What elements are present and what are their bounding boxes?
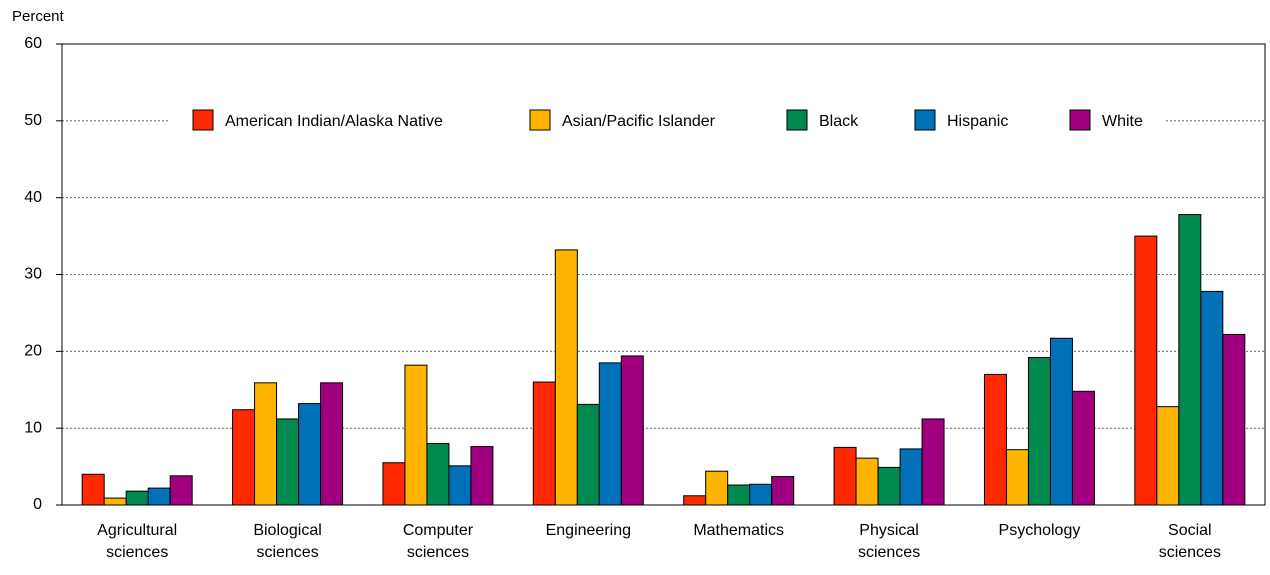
bar — [620, 355, 644, 506]
bar — [147, 487, 171, 506]
bar — [81, 473, 105, 506]
legend-background — [170, 105, 1165, 137]
bar — [855, 457, 879, 506]
legend-label: Hispanic — [947, 113, 1008, 130]
legend-label: White — [1102, 113, 1143, 130]
bar — [470, 446, 494, 506]
bar — [276, 418, 300, 506]
bar — [382, 462, 406, 506]
bar — [921, 418, 945, 506]
y-axis-label: Percent — [12, 8, 65, 25]
bar — [1005, 449, 1029, 506]
bar — [103, 497, 127, 506]
bar — [899, 448, 923, 506]
y-tick-label: 50 — [24, 112, 42, 129]
x-tick-label: Engineering — [546, 522, 631, 539]
legend-swatch — [914, 109, 936, 131]
bar — [1027, 356, 1051, 506]
bar — [232, 409, 256, 506]
y-tick-label: 60 — [24, 35, 42, 52]
plot-frame — [61, 43, 1266, 506]
x-tick-label: Agricultural sciences — [97, 522, 177, 561]
bar — [1071, 390, 1095, 506]
legend-swatch — [786, 109, 808, 131]
y-tick-label: 20 — [24, 343, 42, 360]
legend-label: American Indian/Alaska Native — [225, 113, 443, 130]
bar — [1134, 235, 1158, 506]
bar — [554, 249, 578, 506]
bar — [404, 364, 428, 506]
bar — [254, 382, 278, 506]
x-tick-label: Physical sciences — [858, 522, 920, 561]
y-tick-label: 0 — [33, 496, 42, 513]
bar — [576, 403, 600, 506]
x-tick-label: Biological sciences — [253, 522, 321, 561]
x-tick-label: Social sciences — [1159, 522, 1221, 561]
bar — [1178, 214, 1202, 506]
legend-swatch — [1069, 109, 1091, 131]
x-tick-label: Psychology — [999, 522, 1081, 539]
bar — [169, 475, 193, 506]
y-tick-label: 40 — [24, 189, 42, 206]
legend-label: Asian/Pacific Islander — [562, 113, 716, 130]
x-tick-label: Mathematics — [693, 522, 784, 539]
bar — [983, 373, 1007, 506]
bar — [448, 465, 472, 506]
legend-swatch — [192, 109, 214, 131]
bar — [1049, 337, 1073, 506]
bar — [833, 446, 857, 506]
bar — [1156, 406, 1180, 506]
bar — [749, 483, 773, 506]
bar — [426, 443, 450, 506]
legend-label: Black — [819, 113, 859, 130]
bar — [705, 470, 729, 506]
bar — [877, 466, 901, 506]
y-tick-label: 10 — [24, 419, 42, 436]
bar — [683, 495, 707, 506]
bar — [727, 484, 751, 506]
bar — [1200, 290, 1224, 506]
y-tick-label: 30 — [24, 266, 42, 283]
bar — [298, 403, 322, 506]
bar — [598, 362, 622, 506]
bar — [1222, 333, 1246, 506]
x-tick-label: Computer sciences — [403, 522, 474, 561]
legend-swatch — [529, 109, 551, 131]
bar — [771, 476, 795, 506]
bar — [320, 382, 344, 506]
bar — [125, 490, 149, 506]
bar — [532, 381, 556, 506]
